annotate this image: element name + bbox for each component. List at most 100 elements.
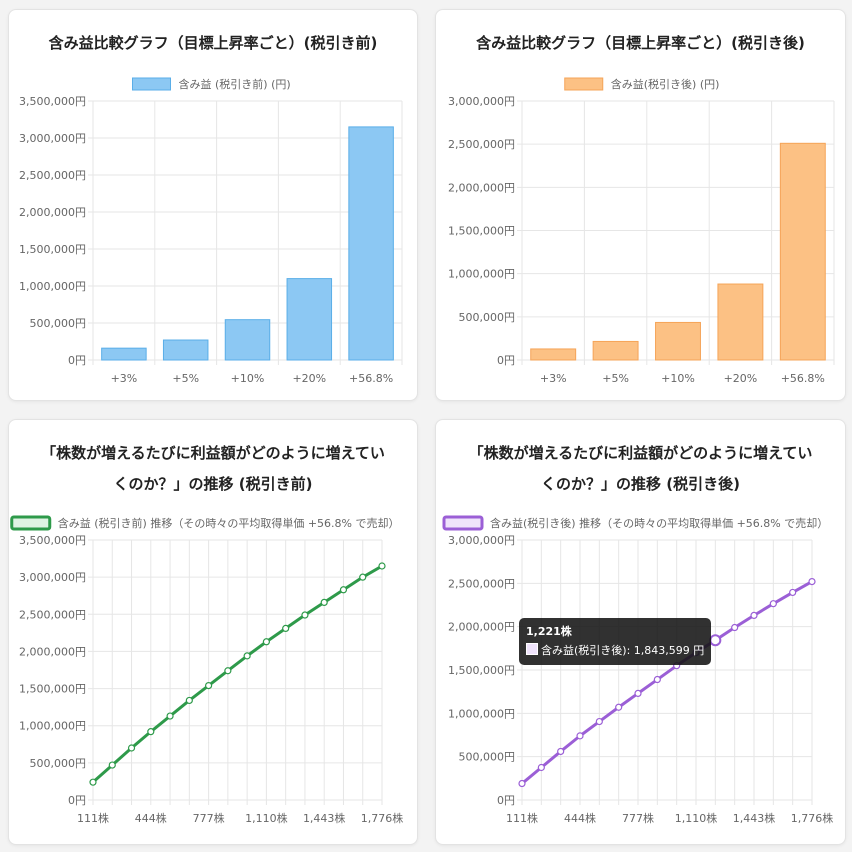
y-tick-label: 0円 xyxy=(68,794,86,807)
bar xyxy=(286,278,333,361)
x-tick-label: 777株 xyxy=(193,811,225,825)
y-tick-label: 1,000,000円 xyxy=(19,720,86,733)
legend-swatch xyxy=(132,77,171,91)
chart-title-line-1: 「株数が増えるたびに利益額がどのように増えてい xyxy=(41,444,385,462)
y-tick-label: 500,000円 xyxy=(459,311,516,324)
y-tick-label: 0円 xyxy=(497,794,515,807)
legend-label: 含み益(税引き後) 推移（その時々の平均取得単価 +56.8% で売却） xyxy=(490,516,828,530)
x-tick-label: +10% xyxy=(231,372,265,385)
hovered-data-point xyxy=(709,634,722,647)
data-point xyxy=(576,732,584,740)
chart-card-pre-tax-line: 「株数が増えるたびに利益額がどのように増えてい くのか？」の推移 (税引き前) … xyxy=(8,419,418,845)
x-tick-label: 111株 xyxy=(77,811,109,825)
legend-swatch xyxy=(442,515,484,531)
x-tick-label: 1,443株 xyxy=(303,811,346,825)
chart-card-post-tax-line: 「株数が増えるたびに利益額がどのように増えてい くのか？」の推移 (税引き後) … xyxy=(435,419,846,845)
chart-title-line-1: 「株数が増えるたびに利益額がどのように増えてい xyxy=(468,444,813,462)
data-point xyxy=(339,586,348,594)
data-point xyxy=(282,624,290,632)
y-tick-label: 2,000,000円 xyxy=(448,181,515,194)
chart-card-post-tax-bar: 含み益比較グラフ（目標上昇率ごと）(税引き後) 含み益(税引き後) (円) 0円 5… xyxy=(435,9,846,401)
data-point xyxy=(89,778,97,786)
x-tick-label: +56.8% xyxy=(781,372,825,385)
tooltip-body: 含み益(税引き後): 1,843,599 円 xyxy=(526,643,704,659)
x-tick-label: 111株 xyxy=(506,811,538,825)
x-tick-label: 1,110株 xyxy=(245,811,288,825)
y-tick-label: 1,000,000円 xyxy=(19,280,86,293)
x-tick-label: 444株 xyxy=(564,811,596,825)
chart-title: 含み益比較グラフ（目標上昇率ごと）(税引き前) xyxy=(48,34,378,52)
bar xyxy=(717,283,764,361)
tooltip-label: 含み益(税引き後): 1,843,599 円 xyxy=(541,644,705,657)
y-tick-label: 0円 xyxy=(68,354,86,367)
legend-swatch xyxy=(564,77,604,91)
chart-title: 含み益比較グラフ（目標上昇率ごと）(税引き後) xyxy=(476,34,805,52)
series-line xyxy=(92,564,383,784)
data-point xyxy=(653,675,661,684)
y-tick-label: 3,000,000円 xyxy=(19,571,86,584)
tooltip-title: 1,221株 xyxy=(526,625,572,638)
x-tick-label: +3% xyxy=(540,372,567,385)
data-point xyxy=(205,682,213,690)
y-tick-label: 500,000円 xyxy=(459,751,516,764)
x-tick-label: +56.8% xyxy=(349,372,393,385)
data-point xyxy=(634,689,642,697)
y-tick-label: 2,500,000円 xyxy=(19,608,86,621)
x-tick-label: +10% xyxy=(661,372,695,385)
legend-label: 含み益 (税引き前) (円) xyxy=(179,77,291,91)
legend-label: 含み益 (税引き前) 推移（その時々の平均取得単価 +56.8% で売却） xyxy=(58,516,400,530)
x-tick-label: 444株 xyxy=(135,811,167,825)
x-tick-label: +3% xyxy=(111,372,138,385)
data-point xyxy=(731,623,739,632)
tooltip-swatch xyxy=(526,643,538,655)
data-point xyxy=(108,761,116,769)
data-point xyxy=(147,728,155,736)
x-tick-label: 1,443株 xyxy=(733,811,776,825)
data-point xyxy=(769,600,777,608)
y-tick-label: 2,000,000円 xyxy=(19,645,86,658)
y-tick-label: 2,000,000円 xyxy=(448,621,515,634)
data-point xyxy=(185,696,193,705)
y-tick-label: 2,000,000円 xyxy=(19,206,86,219)
x-tick-label: 1,110株 xyxy=(675,811,718,825)
x-tick-label: +20% xyxy=(724,372,758,385)
data-point xyxy=(518,779,526,788)
bar xyxy=(592,340,639,361)
chart-title-line-2: くのか？」の推移 (税引き後) xyxy=(541,475,740,493)
data-point xyxy=(243,652,251,660)
series-line xyxy=(521,580,813,785)
y-tick-label: 1,000,000円 xyxy=(448,268,515,281)
y-tick-label: 2,500,000円 xyxy=(19,169,86,182)
bar xyxy=(530,348,577,361)
bar-chart-post-tax[interactable]: 含み益(税引き後) (円) 0円 500,000円 1,000,000円 1,500,0… xyxy=(436,10,845,400)
data-point xyxy=(615,703,623,711)
chart-card-pre-tax-bar: 含み益比較グラフ（目標上昇率ごと）(税引き前) 含み益 (税引き前) (円) 0円… xyxy=(8,9,418,401)
y-tick-label: 3,500,000円 xyxy=(19,534,86,547)
x-tick-label: +5% xyxy=(602,372,629,385)
y-tick-label: 1,500,000円 xyxy=(19,243,86,256)
y-tick-label: 3,500,000円 xyxy=(19,95,86,108)
data-point xyxy=(127,744,136,752)
data-point xyxy=(378,562,386,570)
y-tick-label: 2,500,000円 xyxy=(448,577,515,590)
data-point xyxy=(557,747,565,756)
y-tick-label: 1,500,000円 xyxy=(448,225,515,238)
x-tick-label: 777株 xyxy=(622,811,654,825)
y-tick-label: 3,000,000円 xyxy=(19,132,86,145)
data-point xyxy=(750,611,758,619)
data-point xyxy=(166,712,174,720)
data-point xyxy=(595,717,603,726)
data-point xyxy=(320,598,328,606)
bar xyxy=(162,339,209,361)
y-tick-label: 2,500,000円 xyxy=(448,138,515,151)
bar xyxy=(224,319,271,361)
data-point xyxy=(301,611,309,619)
y-tick-label: 3,000,000円 xyxy=(448,534,515,547)
y-tick-label: 3,000,000円 xyxy=(448,95,515,108)
data-point xyxy=(262,638,270,646)
data-point xyxy=(537,763,545,772)
y-tick-label: 0円 xyxy=(497,354,515,367)
line-chart-pre-tax[interactable]: 含み益 (税引き前) 推移（その時々の平均取得単価 +56.8% で売却） 0円 5… xyxy=(9,420,417,844)
bar-chart-pre-tax[interactable]: 含み益 (税引き前) (円) 0円 500,000円 1,000,000円 1,500,… xyxy=(9,10,417,400)
bar xyxy=(101,347,147,361)
